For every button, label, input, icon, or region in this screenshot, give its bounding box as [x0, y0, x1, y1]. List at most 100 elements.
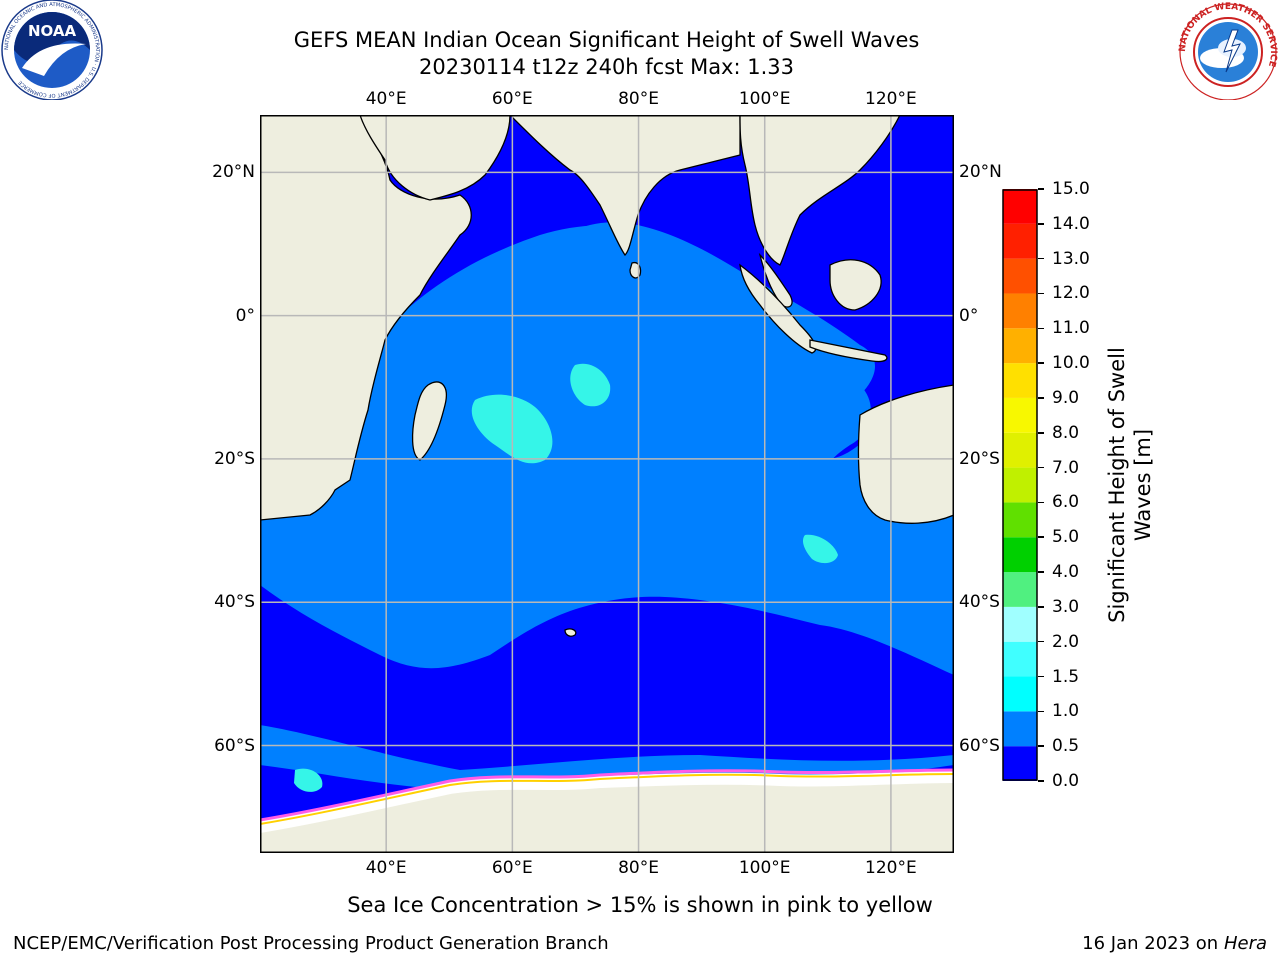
sea-ice-fringe: [260, 768, 954, 833]
colorbar-level-label: 0.0: [1052, 771, 1080, 791]
colorbar-box-0: [1003, 746, 1037, 781]
colorbar-tick-0: [1038, 780, 1044, 782]
colorbar-box-14: [1003, 258, 1037, 294]
colorbar-level-label: 1.5: [1052, 666, 1080, 687]
host-name: Hera: [1223, 933, 1267, 954]
australia-landmass: [857, 384, 954, 524]
colorbar-box-11: [1003, 363, 1037, 398]
madagascar-landmass: [411, 381, 447, 461]
lon-tick-top-4: 120°E: [865, 89, 917, 109]
lat-tick-right-4: 60°S: [959, 735, 1000, 756]
colorbar-box-15: [1003, 223, 1037, 259]
colorbar-tick-8: [1038, 501, 1044, 504]
sea-ice-caption: Sea Ice Concentration > 15% is shown in …: [347, 893, 933, 917]
colorbar-box-8: [1003, 467, 1037, 503]
lat-tick-left-4: 60°S: [214, 735, 255, 756]
lon-tick-top-1: 60°E: [491, 89, 533, 109]
java-landmass: [809, 339, 888, 363]
colorbar-level-label: 1.0: [1052, 701, 1080, 722]
colorbar-tick-5: [1038, 606, 1044, 608]
colorbar-level-label: 10.0: [1052, 353, 1090, 374]
lon-tick-bottom-4: 120°E: [865, 858, 917, 878]
lon-tick-bottom-1: 60°E: [491, 858, 533, 878]
southeast-asia-landmass: [739, 115, 901, 266]
colorbar-level-label: 7.0: [1052, 457, 1080, 478]
colorbar-level-label: 11.0: [1052, 318, 1090, 339]
lon-tick-bottom-0: 40°E: [365, 858, 407, 878]
lat-tick-left-2: 20°S: [214, 448, 255, 469]
borneo-landmass: [829, 259, 882, 311]
colorbar-tick-13: [1038, 327, 1044, 330]
colorbar-box-2: [1003, 676, 1037, 712]
colorbar-tick-7: [1038, 536, 1044, 538]
noaa-logo-icon: NOAA NATIONAL OCEANIC AND ATMOSPHERIC AD…: [1, 0, 103, 100]
colorbar-tick-14: [1038, 292, 1044, 295]
generation-date-text: 16 Jan 2023 on: [1082, 933, 1224, 954]
colorbar-level-label: 13.0: [1052, 248, 1090, 269]
arabia-landmass: [359, 115, 511, 201]
central-mid-swell: [260, 225, 871, 535]
colorbar-tick-12: [1038, 362, 1044, 364]
kerguelen-island: [564, 628, 577, 637]
sumatra-landmass: [739, 263, 817, 354]
colorbar-tick-15: [1038, 257, 1044, 260]
africa-landmass: [260, 115, 472, 521]
lon-tick-top-0: 40°E: [365, 89, 407, 109]
colorbar-level-label: 3.0: [1052, 596, 1080, 617]
colorbar-tick-17: [1038, 188, 1044, 190]
colorbar-level-label: 12.0: [1052, 283, 1090, 304]
lat-tick-right-0: 20°N: [959, 162, 1002, 183]
high-swell-patch-2: [570, 363, 611, 407]
lat-tick-left-3: 40°S: [214, 592, 255, 613]
colorbar-level-label: 4.0: [1052, 562, 1080, 583]
lon-tick-bottom-2: 80°E: [618, 858, 659, 878]
colorbar-title: Significant Height of Swell Waves [m]: [1105, 347, 1155, 623]
lat-tick-left-0: 20°N: [212, 162, 255, 183]
generation-date: 16 Jan 2023 on Hera: [1082, 933, 1267, 955]
colorbar-box-4: [1003, 606, 1037, 642]
india-landmass: [509, 115, 741, 257]
colorbar-level-label: 2.0: [1052, 631, 1080, 652]
colorbar-box-12: [1003, 328, 1037, 364]
colorbar-tick-11: [1038, 397, 1044, 399]
colorbar-box-6: [1003, 537, 1037, 573]
colorbar-box-5: [1003, 572, 1037, 607]
high-swell-patch-3: [802, 534, 838, 564]
chart-title-line1: GEFS MEAN Indian Ocean Significant Heigh…: [293, 28, 920, 52]
lon-tick-top-2: 80°E: [618, 89, 659, 109]
colorbar-box-13: [1003, 293, 1037, 329]
colorbar-tick-1: [1038, 745, 1044, 747]
colorbar-tick-2: [1038, 710, 1044, 713]
colorbar-tick-3: [1038, 675, 1044, 678]
colorbar-tick-9: [1038, 466, 1044, 469]
colorbar-tick-6: [1038, 571, 1044, 573]
lon-tick-top-3: 100°E: [738, 89, 791, 109]
colorbar-box-9: [1003, 432, 1037, 468]
colorbar-tick-10: [1038, 432, 1044, 434]
colorbar-tick-16: [1038, 223, 1044, 225]
colorbar-level-label: 0.5: [1052, 736, 1080, 757]
colorbar-tick-4: [1038, 640, 1044, 643]
colorbar-level-label: 14.0: [1052, 213, 1090, 234]
high-swell-patch-4: [294, 768, 323, 792]
indian-ocean-swell-map: [260, 115, 954, 853]
colorbar-level-label: 9.0: [1052, 387, 1080, 408]
branch-credit: NCEP/EMC/Verification Post Processing Pr…: [13, 933, 609, 954]
graticule-lines: [260, 115, 954, 853]
colorbar-level-label: 8.0: [1052, 422, 1080, 443]
colorbar-box-7: [1003, 502, 1037, 538]
malay-peninsula-landmass: [758, 252, 793, 308]
map-frame: [260, 115, 954, 853]
colorbar-level-label: 6.0: [1052, 492, 1080, 513]
chart-title-line2: 20230114 t12z 240h fcst Max: 1.33: [419, 55, 794, 79]
lat-tick-right-2: 20°S: [959, 448, 1000, 469]
nws-logo-icon: NATIONAL WEATHER SERVICE: [1178, 2, 1278, 100]
lon-tick-bottom-3: 100°E: [738, 858, 791, 878]
colorbar-level-label: 5.0: [1052, 527, 1080, 548]
colorbar-box-16: [1003, 189, 1037, 224]
lat-tick-right-1: 0°: [959, 305, 979, 326]
lat-tick-right-3: 40°S: [959, 592, 1000, 613]
colorbar-box-10: [1003, 397, 1037, 433]
colorbar-level-label: 15.0: [1052, 179, 1090, 199]
noaa-logo-text: NOAA: [28, 22, 77, 40]
